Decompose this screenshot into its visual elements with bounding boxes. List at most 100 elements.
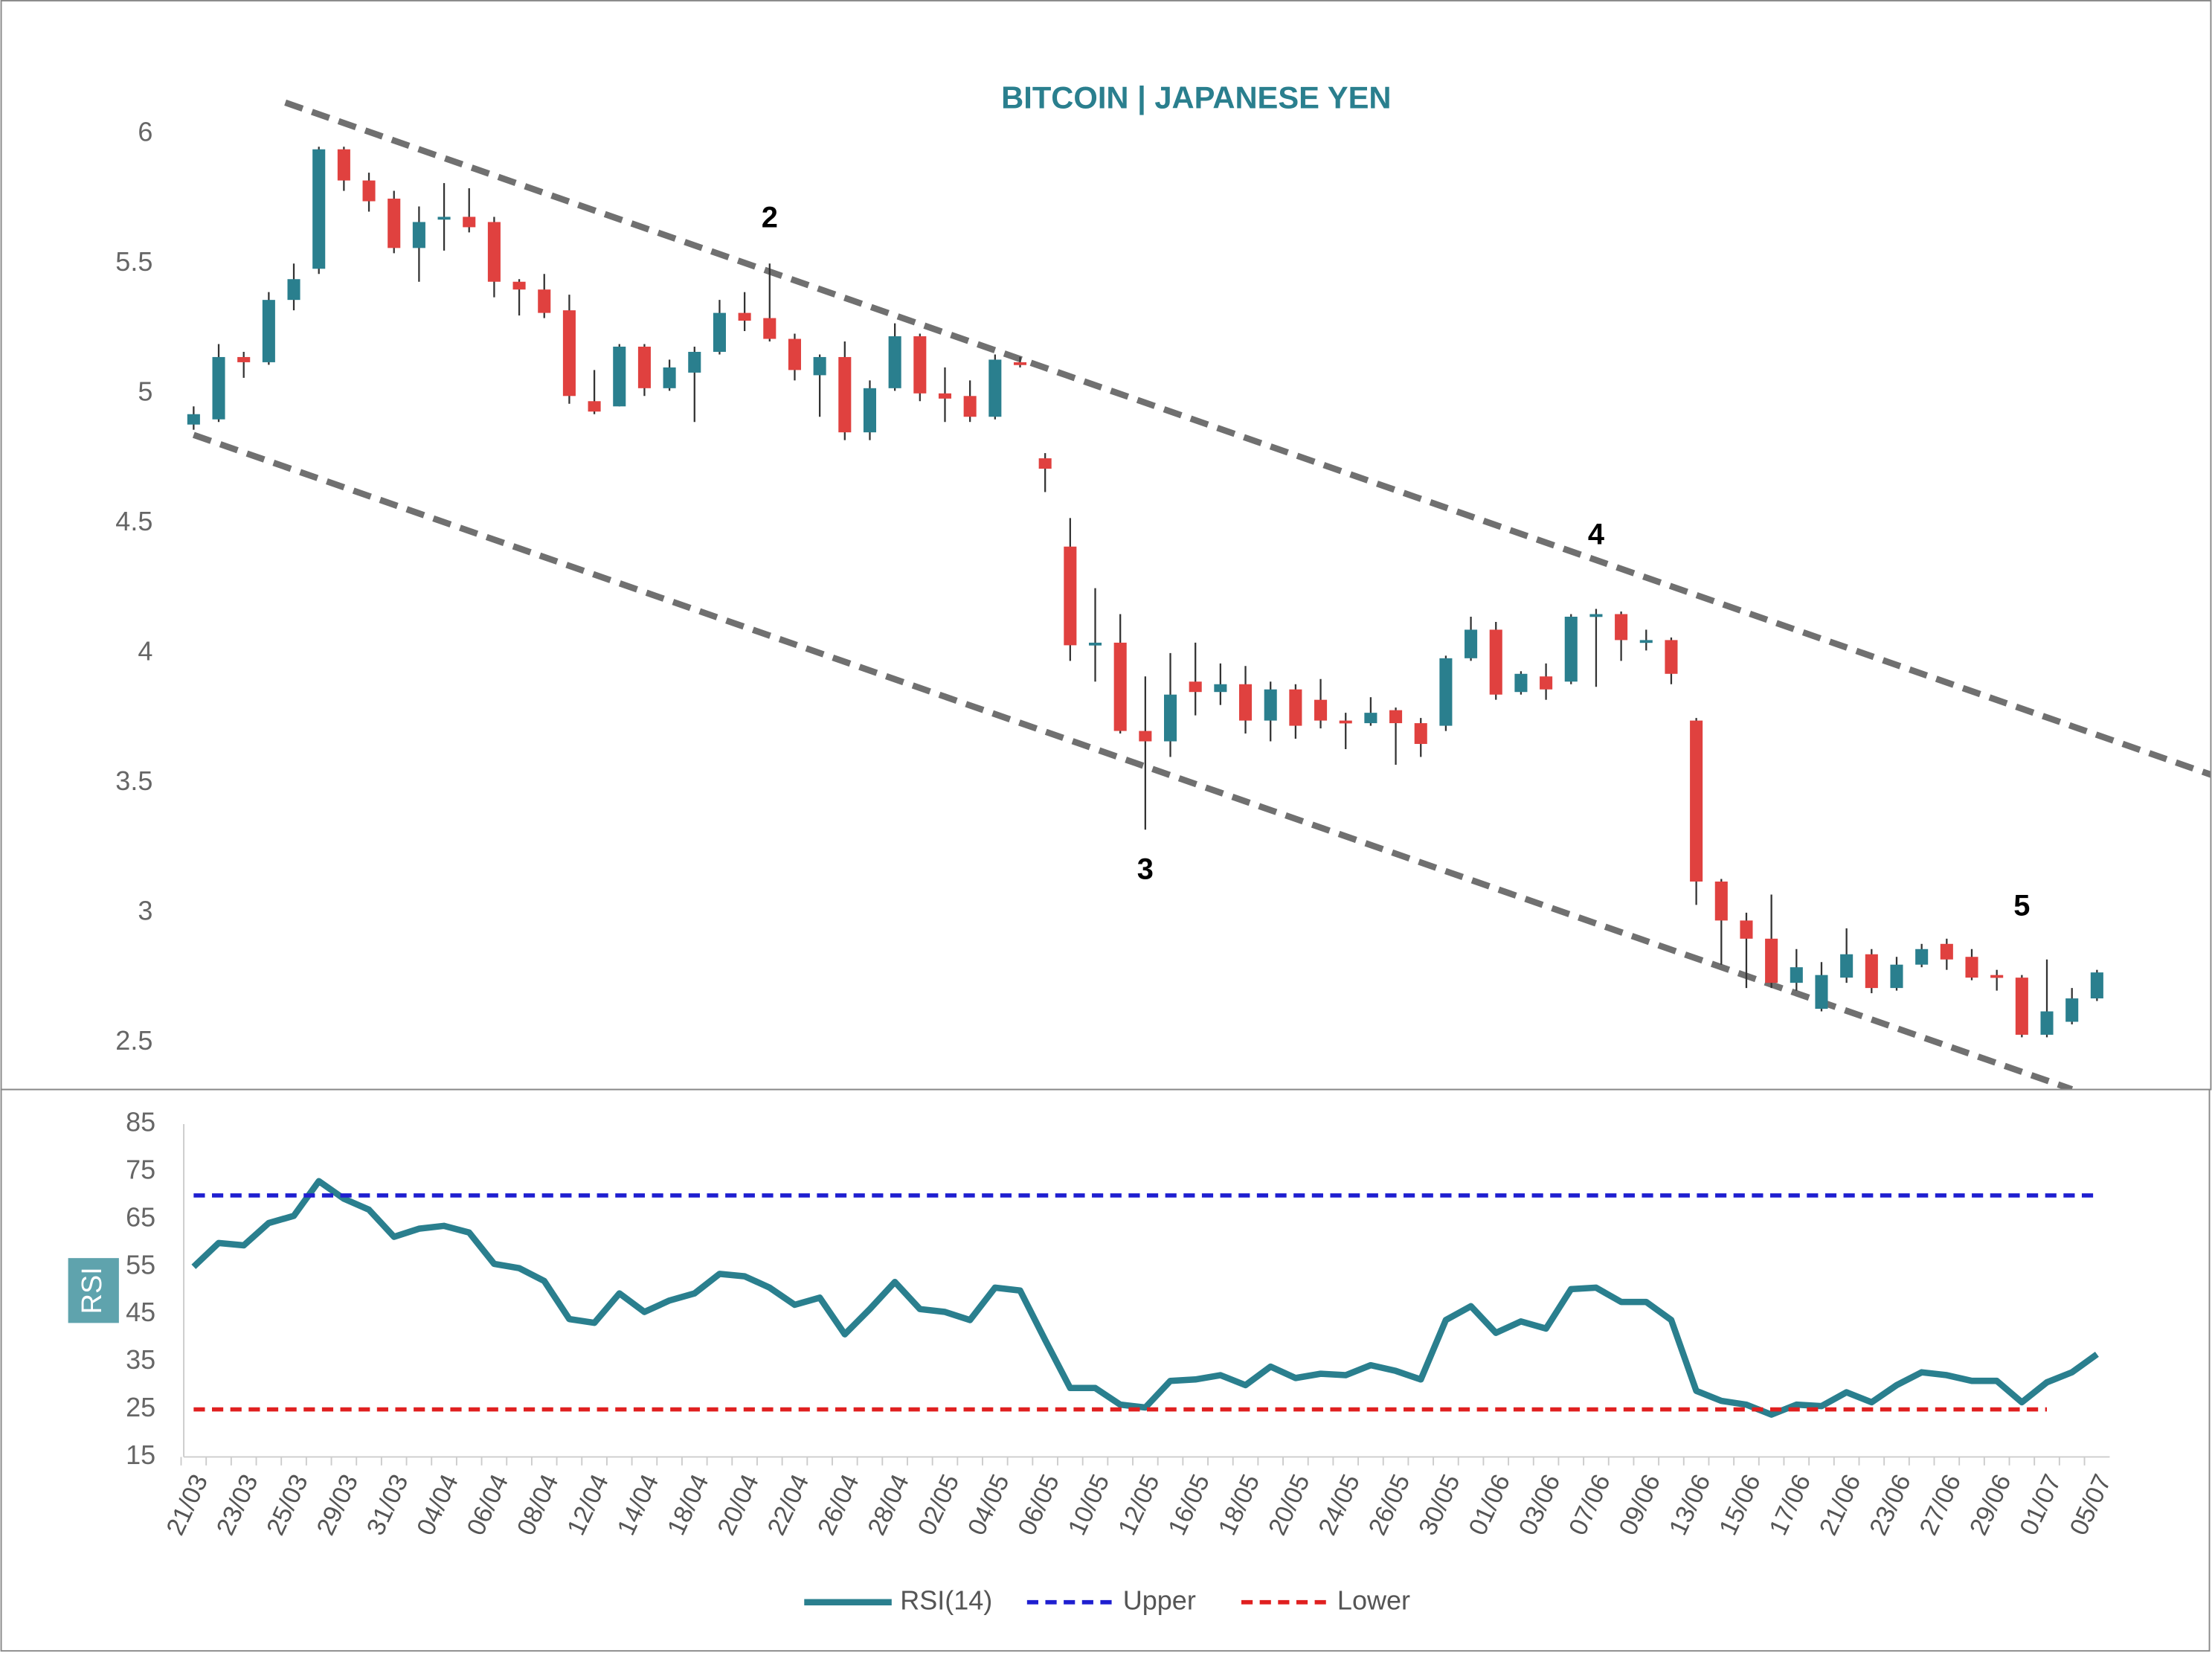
- candle-body: [1439, 658, 1453, 726]
- candle-body: [1064, 546, 1077, 646]
- candle-body: [988, 359, 1002, 417]
- y-tick-label: 3: [138, 895, 152, 925]
- candle-body: [863, 388, 877, 433]
- y-tick-label: 75: [126, 1154, 155, 1184]
- rsi-panel: [0, 1088, 2211, 1652]
- candle-body: [1665, 640, 1678, 674]
- candle-body: [1514, 673, 1528, 693]
- candle-body: [738, 312, 751, 321]
- candle-body: [1639, 640, 1653, 643]
- y-tick-label: 3.5: [115, 765, 152, 796]
- candle-body: [1865, 954, 1878, 989]
- legend-label: Upper: [1123, 1585, 1196, 1615]
- candle-body: [1189, 681, 1202, 693]
- candle-body: [1289, 689, 1302, 726]
- candle-body: [637, 346, 651, 388]
- candle-body: [1489, 629, 1502, 695]
- y-tick-label: 4.5: [115, 506, 152, 536]
- candle-body: [963, 396, 977, 417]
- candle-body: [888, 336, 901, 388]
- annotation: 5: [2013, 889, 2030, 922]
- candle-body: [1540, 676, 1553, 690]
- candle-body: [1013, 362, 1027, 365]
- candle-body: [2090, 972, 2103, 999]
- candle-body: [1339, 720, 1352, 724]
- candle-body: [412, 222, 425, 248]
- y-label-box: [68, 1258, 119, 1323]
- y-tick-label: 35: [126, 1344, 155, 1375]
- y-tick-label: 45: [126, 1297, 155, 1327]
- price-panel: [0, 0, 2212, 1091]
- candle-body: [337, 149, 350, 181]
- annotation: 2: [762, 201, 778, 234]
- candle-body: [237, 356, 251, 362]
- candle-body: [1314, 699, 1328, 721]
- candle-body: [362, 180, 376, 202]
- candle-body: [1364, 713, 1377, 724]
- price-plot: 2 3 4 5: [187, 99, 2211, 1089]
- chart-title: BITCOIN | JAPANESE YEN: [1001, 80, 1391, 116]
- candle-body: [463, 216, 476, 228]
- y-tick-label: 15: [126, 1439, 155, 1470]
- y-axis-label: RSI: [77, 1267, 108, 1314]
- candle-body: [838, 356, 852, 433]
- candle-body: [1990, 975, 2004, 978]
- candle-body: [788, 338, 801, 370]
- candle-body: [2015, 978, 2028, 1035]
- y-tick-label: 85: [126, 1107, 155, 1137]
- candle-body: [1615, 614, 1628, 641]
- candle-body: [1414, 723, 1427, 745]
- candle-body: [1088, 642, 1102, 646]
- y-tick-label: 2.5: [115, 1025, 152, 1056]
- candle-body: [688, 351, 701, 373]
- candle-body: [1589, 614, 1603, 617]
- candle-body: [1139, 731, 1152, 742]
- candle-body: [1038, 458, 1052, 469]
- candle-body: [287, 279, 300, 301]
- candle-body: [1915, 949, 1929, 965]
- candle-body: [813, 356, 826, 376]
- candle-body: [1113, 642, 1127, 731]
- candle-body: [1765, 938, 1778, 983]
- candle-body: [312, 149, 326, 269]
- candle-body: [1564, 616, 1578, 682]
- candle-body: [1714, 882, 1728, 921]
- candle-body: [913, 336, 927, 394]
- candle-body: [613, 346, 626, 407]
- y-tick-label: 5.5: [115, 246, 152, 277]
- annotation: 4: [1588, 518, 1604, 551]
- candle-body: [212, 356, 225, 420]
- candle-body: [1389, 710, 1403, 724]
- trendline: [192, 431, 2074, 1089]
- y-tick-label: 6: [138, 116, 152, 147]
- candle-body: [713, 312, 726, 352]
- candle-body: [562, 310, 576, 397]
- candle-body: [1940, 943, 1953, 960]
- candle-body: [2065, 998, 2079, 1022]
- candle-body: [1264, 689, 1277, 721]
- y-tick-label: 4: [138, 635, 152, 666]
- candle-body: [1690, 720, 1703, 882]
- candle-body: [1890, 964, 1903, 989]
- candle-body: [512, 281, 526, 290]
- candle-body: [437, 216, 451, 220]
- candle-body: [1163, 694, 1177, 742]
- candle-body: [663, 367, 676, 388]
- legend-label: Lower: [1337, 1585, 1410, 1615]
- candle-body: [1815, 975, 1828, 1010]
- legend-label: RSI(14): [900, 1585, 992, 1615]
- candle-body: [588, 401, 601, 412]
- candle-body: [187, 414, 200, 425]
- candle-body: [2040, 1011, 2054, 1035]
- candle-body: [938, 393, 952, 399]
- y-tick-label: 55: [126, 1249, 155, 1280]
- candle-body: [538, 289, 551, 313]
- candle-body: [1740, 920, 1753, 939]
- candle-body: [763, 318, 777, 339]
- candle-body: [1840, 954, 1853, 978]
- candle-body: [1465, 629, 1478, 658]
- y-tick-label: 65: [126, 1201, 155, 1232]
- candle-body: [1790, 967, 1803, 983]
